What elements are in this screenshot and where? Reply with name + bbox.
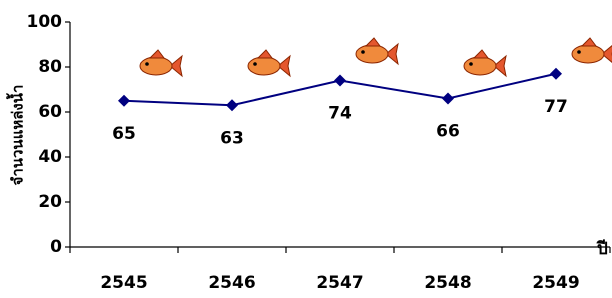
fish-body bbox=[248, 57, 280, 75]
fish-icon bbox=[356, 38, 398, 64]
fish-fin bbox=[582, 38, 596, 46]
fish-fin bbox=[366, 38, 380, 46]
fish-eye bbox=[361, 50, 365, 54]
y-axis-label: จำนวนแหล่งน้ำ bbox=[6, 85, 27, 186]
y-tick-label: 100 bbox=[27, 12, 63, 32]
fish-eye bbox=[577, 50, 581, 54]
marker bbox=[226, 99, 238, 111]
fish-icon bbox=[140, 50, 182, 76]
y-tick-label: 40 bbox=[38, 147, 62, 167]
fish-eye bbox=[469, 62, 473, 66]
x-tick-label: 2548 bbox=[424, 273, 471, 293]
y-tick-label: 60 bbox=[38, 102, 62, 122]
data-label: 77 bbox=[544, 97, 568, 117]
fish-fin bbox=[258, 50, 272, 58]
marker bbox=[442, 93, 454, 105]
data-label: 66 bbox=[436, 122, 460, 142]
marker bbox=[550, 68, 562, 80]
data-label: 65 bbox=[112, 124, 136, 144]
fish-eye bbox=[253, 62, 257, 66]
y-tick-label: 0 bbox=[50, 237, 62, 257]
marker bbox=[118, 95, 130, 107]
x-tick-label: 2547 bbox=[316, 273, 363, 293]
fish-fin bbox=[150, 50, 164, 58]
data-label: 63 bbox=[220, 128, 244, 148]
x-tick-label: 2545 bbox=[100, 273, 147, 293]
fish-body bbox=[140, 57, 172, 75]
fish-fin bbox=[474, 50, 488, 58]
fish-body bbox=[572, 45, 604, 63]
fish-icon bbox=[248, 50, 290, 76]
y-tick-label: 80 bbox=[38, 57, 62, 77]
data-label: 74 bbox=[328, 104, 352, 124]
x-tick-label: 2549 bbox=[532, 273, 579, 293]
x-axis-label: ปี bbox=[596, 238, 608, 259]
fish-icon bbox=[572, 38, 612, 64]
x-tick-label: 2546 bbox=[208, 273, 255, 293]
marker bbox=[334, 75, 346, 87]
y-tick-label: 20 bbox=[38, 192, 62, 212]
fish-eye bbox=[145, 62, 149, 66]
fish-body bbox=[356, 45, 388, 63]
fish-icon bbox=[464, 50, 506, 76]
chart: จำนวนแหล่งน้ำ ปี 0 20 40 60 80 100 2545 2546 254… bbox=[0, 0, 612, 298]
fish-body bbox=[464, 57, 496, 75]
